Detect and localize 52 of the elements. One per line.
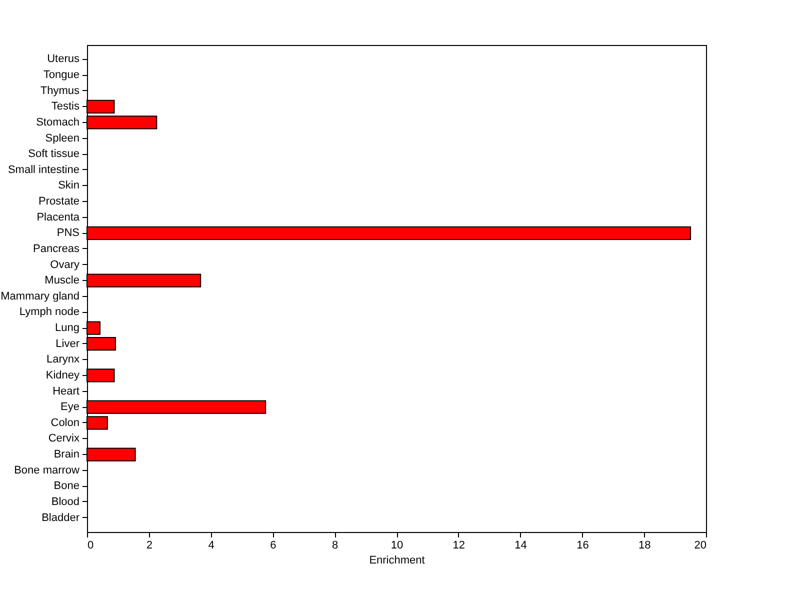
x-tick-label: 6 — [270, 540, 276, 552]
bar — [86, 274, 202, 288]
y-tick-label: Muscle — [44, 274, 80, 287]
x-tick-label: 4 — [208, 540, 214, 552]
y-tick-label: Brain — [54, 448, 80, 461]
y-tick-label: Lung — [55, 322, 80, 334]
y-tick-label: Mammary gland — [0, 290, 80, 302]
bar — [86, 100, 115, 114]
x-tick-label: 20 — [694, 540, 706, 552]
x-tick-label: 2 — [146, 540, 152, 552]
y-tick-label: Bone — [54, 480, 80, 492]
y-tick-label: Thymus — [40, 84, 80, 97]
y-tick-label: PNS — [56, 227, 80, 240]
y-tick-label: Lymph node — [19, 306, 80, 318]
y-tick-label: Cervix — [48, 432, 80, 445]
bar — [86, 116, 158, 130]
x-tick-label: 16 — [576, 540, 589, 552]
y-tick-label: Blood — [51, 496, 80, 508]
x-tick-label: 0 — [88, 540, 94, 552]
y-tick-label: Bladder — [42, 512, 80, 524]
y-tick-label: Pancreas — [33, 242, 80, 255]
bar — [86, 321, 100, 335]
y-tick-label: Kidney — [46, 369, 80, 382]
bar — [86, 448, 136, 462]
y-tick-label: Stomach — [36, 116, 80, 128]
y-tick-label: Heart — [52, 385, 80, 398]
y-tick-label: Spleen — [45, 132, 80, 144]
y-tick-label: Skin — [58, 180, 80, 192]
y-tick-label: Colon — [50, 416, 80, 429]
y-tick-label: Small intestine — [8, 164, 80, 176]
y-tick-label: Tongue — [43, 69, 80, 82]
y-tick-label: Uterus — [47, 53, 80, 66]
y-tick-label: Placenta — [36, 211, 80, 224]
bar — [86, 368, 115, 382]
y-tick-label: Prostate — [38, 196, 80, 208]
bar — [86, 416, 108, 430]
bar — [86, 337, 116, 351]
y-tick-label: Testis — [51, 100, 80, 113]
y-tick-label: Eye — [60, 401, 80, 414]
y-tick-label: Bone marrow — [14, 464, 80, 476]
y-tick-label: Larynx — [46, 354, 80, 366]
bar — [86, 400, 266, 414]
x-tick-label: 18 — [638, 540, 651, 552]
x-tick-label: 8 — [332, 540, 338, 552]
y-tick-label: Ovary — [50, 258, 80, 271]
x-tick-label: 10 — [390, 540, 404, 552]
y-tick-label: Soft tissue — [28, 148, 80, 160]
y-tick-label: Liver — [56, 338, 80, 350]
x-axis-title: Enrichment — [369, 554, 425, 566]
x-tick-label: 12 — [452, 540, 466, 552]
bar — [86, 226, 692, 240]
x-tick-label: 14 — [514, 540, 527, 552]
